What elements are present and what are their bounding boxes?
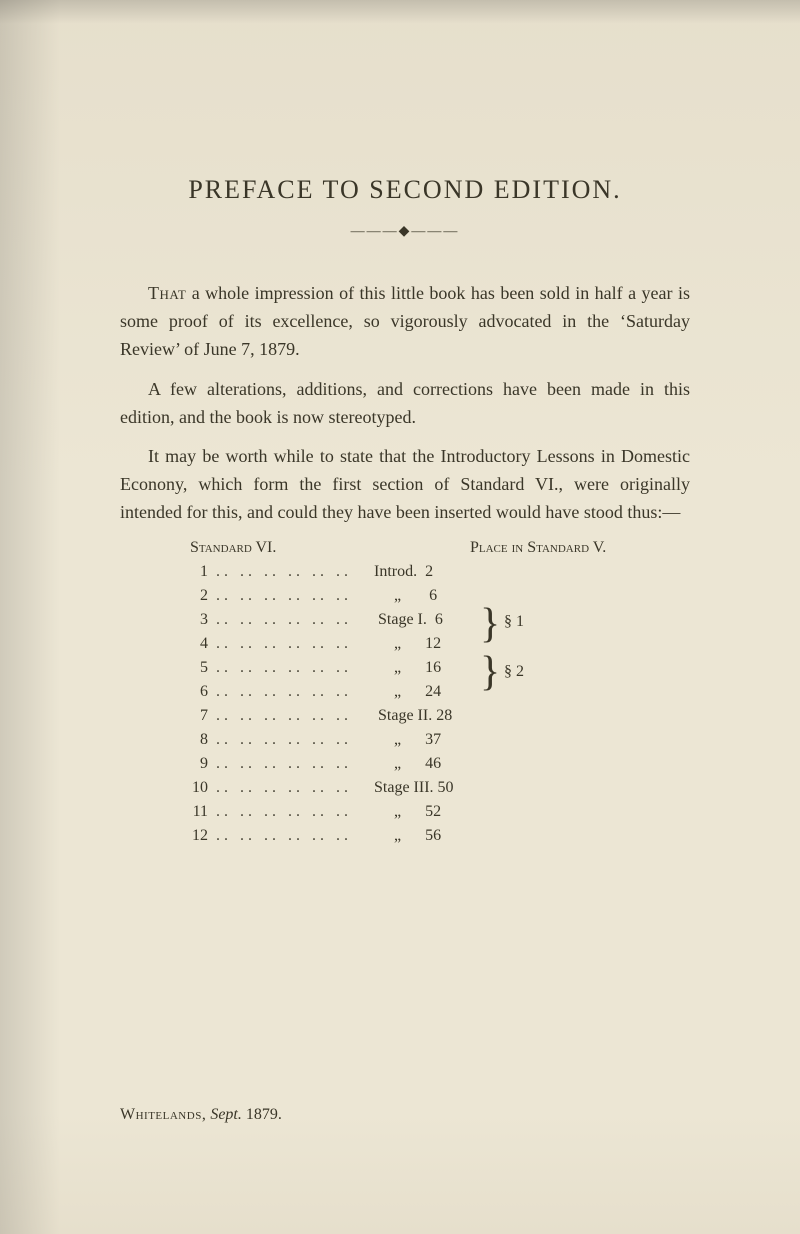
row-leader-dots: .. .. .. .. .. .. [216, 707, 366, 725]
row-place: „ 12 [366, 635, 441, 653]
table-row: 6.. .. .. .. .. .. „ 24 [120, 683, 480, 707]
table-row: 10.. .. .. .. .. ..Stage III. 50 [120, 779, 480, 803]
brace-glyph: } [480, 651, 500, 693]
page: PREFACE TO SECOND EDITION. ———◆——— That … [0, 0, 800, 1234]
row-number: 9 [120, 755, 216, 773]
row-leader-dots: .. .. .. .. .. .. [216, 563, 366, 581]
footer-date-italic: Sept. [210, 1106, 242, 1123]
row-number: 7 [120, 707, 216, 725]
row-place: „ 56 [366, 827, 441, 845]
paragraph-1-lead: That [148, 283, 186, 303]
row-place: „ 24 [366, 683, 441, 701]
row-place: „ 6 [366, 587, 437, 605]
row-place: „ 16 [366, 659, 441, 677]
paragraph-1-rest: a whole impression of this little book h… [120, 283, 690, 359]
page-shade-top [0, 0, 800, 24]
standard-table: Standard VI. Place in Standard V. 1.. ..… [120, 539, 690, 851]
row-number: 2 [120, 587, 216, 605]
row-number: 5 [120, 659, 216, 677]
row-place: Stage II. 28 [366, 707, 452, 725]
title-divider: ———◆——— [120, 223, 690, 240]
table-row: 5.. .. .. .. .. .. „ 16 [120, 659, 480, 683]
row-number: 8 [120, 731, 216, 749]
footer-line: Whitelands, Sept. 1879. [120, 1106, 282, 1124]
row-place: Stage III. 50 [366, 779, 454, 797]
row-place: „ 52 [366, 803, 441, 821]
table-braces-column: }§ 1}§ 2 [480, 563, 560, 851]
row-leader-dots: .. .. .. .. .. .. [216, 683, 366, 701]
row-leader-dots: .. .. .. .. .. .. [216, 635, 366, 653]
row-leader-dots: .. .. .. .. .. .. [216, 611, 366, 629]
brace-label: § 2 [504, 663, 524, 681]
table-row: 12.. .. .. .. .. .. „ 56 [120, 827, 480, 851]
table-row: 9.. .. .. .. .. .. „ 46 [120, 755, 480, 779]
table-rows-column: 1.. .. .. .. .. ..Introd. 22.. .. .. .. … [120, 563, 480, 851]
row-place: Introd. 2 [366, 563, 433, 581]
table-row: 2.. .. .. .. .. .. „ 6 [120, 587, 480, 611]
row-number: 4 [120, 635, 216, 653]
paragraph-3: It may be worth while to state that the … [120, 443, 690, 527]
table-row: 7.. .. .. .. .. .. Stage II. 28 [120, 707, 480, 731]
row-leader-dots: .. .. .. .. .. .. [216, 731, 366, 749]
table-header-left: Standard VI. [120, 539, 430, 557]
row-place: „ 46 [366, 755, 441, 773]
footer-place: Whitelands, [120, 1106, 206, 1123]
row-number: 10 [120, 779, 216, 797]
table-row: 4.. .. .. .. .. .. „ 12 [120, 635, 480, 659]
table-row: 8.. .. .. .. .. .. „ 37 [120, 731, 480, 755]
row-leader-dots: .. .. .. .. .. .. [216, 827, 366, 845]
row-place: „ 37 [366, 731, 441, 749]
row-number: 6 [120, 683, 216, 701]
table-row: 11.. .. .. .. .. .. „ 52 [120, 803, 480, 827]
table-body: 1.. .. .. .. .. ..Introd. 22.. .. .. .. … [120, 563, 690, 851]
body-text: That a whole impression of this little b… [120, 280, 690, 527]
row-leader-dots: .. .. .. .. .. .. [216, 779, 366, 797]
table-header-right: Place in Standard V. [430, 539, 606, 557]
table-header-row: Standard VI. Place in Standard V. [120, 539, 690, 557]
page-shade-left [0, 0, 60, 1234]
brace-label: § 1 [504, 613, 524, 631]
row-leader-dots: .. .. .. .. .. .. [216, 803, 366, 821]
paragraph-2: A few alterations, additions, and correc… [120, 376, 690, 432]
row-leader-dots: .. .. .. .. .. .. [216, 587, 366, 605]
paragraph-1: That a whole impression of this little b… [120, 280, 690, 364]
row-number: 3 [120, 611, 216, 629]
row-leader-dots: .. .. .. .. .. .. [216, 659, 366, 677]
row-number: 1 [120, 563, 216, 581]
row-place: Stage I. 6 [366, 611, 443, 629]
row-number: 11 [120, 803, 216, 821]
table-row: 3.. .. .. .. .. .. Stage I. 6 [120, 611, 480, 635]
table-row: 1.. .. .. .. .. ..Introd. 2 [120, 563, 480, 587]
row-number: 12 [120, 827, 216, 845]
footer-date-rest: 1879. [242, 1106, 282, 1123]
page-title: PREFACE TO SECOND EDITION. [120, 175, 690, 205]
row-leader-dots: .. .. .. .. .. .. [216, 755, 366, 773]
brace-glyph: } [480, 603, 500, 645]
